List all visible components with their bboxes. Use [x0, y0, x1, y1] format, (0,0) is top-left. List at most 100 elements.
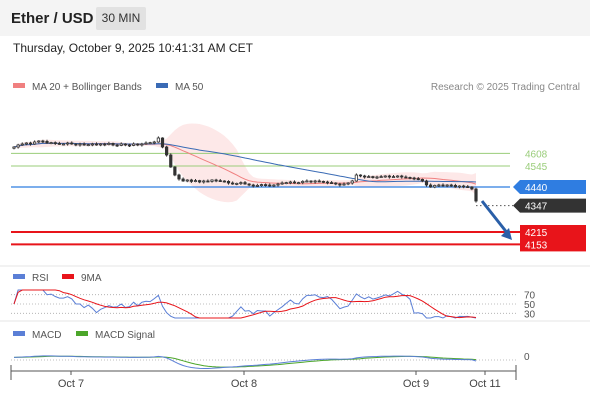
candle-body [429, 184, 433, 188]
candle-body [41, 140, 45, 143]
candle-body [119, 143, 123, 146]
timestamp: Thursday, October 9, 2025 10:41:31 AM CE… [13, 41, 253, 55]
last-price-tag [513, 198, 586, 213]
candle-body [45, 140, 49, 144]
candle-body [280, 182, 284, 185]
forecast-arrow-head [501, 228, 512, 240]
candle-body [115, 144, 119, 147]
pivot-tag [513, 180, 586, 194]
candle-body [243, 182, 247, 185]
candle-body [391, 176, 396, 179]
forecast-arrow-shaft [480, 200, 510, 235]
candle-body [363, 175, 367, 178]
candle-body [420, 178, 424, 182]
rsi-legend-label: RSI [32, 273, 49, 284]
candle-body [107, 142, 111, 145]
resistance-label-1: 4608 [525, 149, 548, 160]
candle-body [49, 142, 53, 145]
candle-body [226, 180, 231, 184]
macd-legend-swatch [13, 331, 25, 336]
candle-body [404, 176, 408, 179]
ma50-legend-swatch [156, 83, 168, 88]
rsi-tick-label: 50 [524, 300, 536, 311]
candle-body [321, 180, 325, 183]
candle-body [165, 146, 169, 156]
candle-body [367, 176, 371, 179]
time-tick-label: Oct 8 [231, 378, 257, 390]
candle-body [94, 143, 99, 146]
candle-body [474, 188, 478, 202]
candle-body [462, 185, 466, 188]
candle-body [140, 143, 144, 146]
candle-body [70, 142, 74, 145]
candle-body [12, 146, 16, 149]
candle-body [457, 185, 462, 188]
candle-body [132, 143, 136, 146]
candle-body [383, 175, 387, 178]
candle-body [169, 154, 173, 168]
candle-body [193, 180, 198, 183]
interval-button[interactable]: 30 MIN [96, 7, 146, 30]
candle-body [272, 184, 276, 187]
candle-body [268, 184, 272, 187]
candle-body [416, 178, 420, 181]
candle-body [330, 182, 334, 185]
rsi-ma-line [13, 289, 477, 319]
candle-body [466, 186, 470, 189]
candle-body [338, 183, 342, 186]
candle-body [189, 179, 193, 182]
candle-body [37, 140, 41, 143]
candle-body [297, 182, 301, 185]
candle-body [82, 143, 86, 146]
credit-text: Research © 2025 Trading Central [431, 82, 580, 93]
candle-body [66, 142, 70, 145]
candle-body [210, 179, 214, 182]
chart-header: Ether / USD 30 MIN [0, 0, 590, 36]
rsi-ma-legend-label: 9MA [81, 273, 102, 284]
candle-body [173, 166, 177, 176]
time-tick-label: Oct 7 [58, 378, 84, 390]
candle-body [325, 181, 330, 184]
macd-legend-label: MACD [32, 330, 61, 341]
candle-body [470, 186, 474, 190]
candle-body [78, 143, 82, 146]
candle-body [20, 143, 24, 146]
candle-body [375, 176, 379, 179]
candle-body [123, 143, 127, 146]
candle-body [99, 143, 103, 146]
candle-body [400, 175, 404, 178]
candle-body [379, 176, 383, 179]
candle-body [371, 176, 375, 179]
candle-body [235, 182, 239, 185]
candle-body [453, 184, 457, 188]
candle-body [231, 182, 235, 185]
candle-body [33, 141, 37, 145]
candle-body [86, 144, 90, 147]
candle-body [292, 181, 297, 184]
candle-body [301, 180, 305, 183]
last-price-label: 4347 [525, 202, 548, 213]
candle-body [202, 180, 206, 183]
rsi-tick-label: 30 [524, 309, 536, 320]
candle-body [185, 179, 189, 182]
candle-body [433, 184, 437, 188]
candle-body [264, 184, 268, 187]
candle-body [136, 143, 140, 146]
candle-body [259, 184, 264, 187]
candle-body [408, 176, 412, 179]
ma50-legend-label: MA 50 [175, 82, 204, 93]
candle-body [309, 180, 313, 183]
candle-body [222, 180, 226, 183]
candle-body [358, 174, 363, 177]
candle-body [437, 184, 441, 187]
candle-body [152, 141, 156, 144]
candle-body [103, 143, 107, 146]
rsi-tick-label: 70 [524, 291, 536, 302]
candle-body [396, 175, 400, 178]
candle-body [350, 180, 354, 184]
resistance-label-2: 4545 [525, 162, 548, 173]
candle-body [198, 180, 202, 183]
rsi-line [13, 289, 477, 319]
candle-body [441, 184, 445, 187]
candle-body [148, 142, 152, 145]
